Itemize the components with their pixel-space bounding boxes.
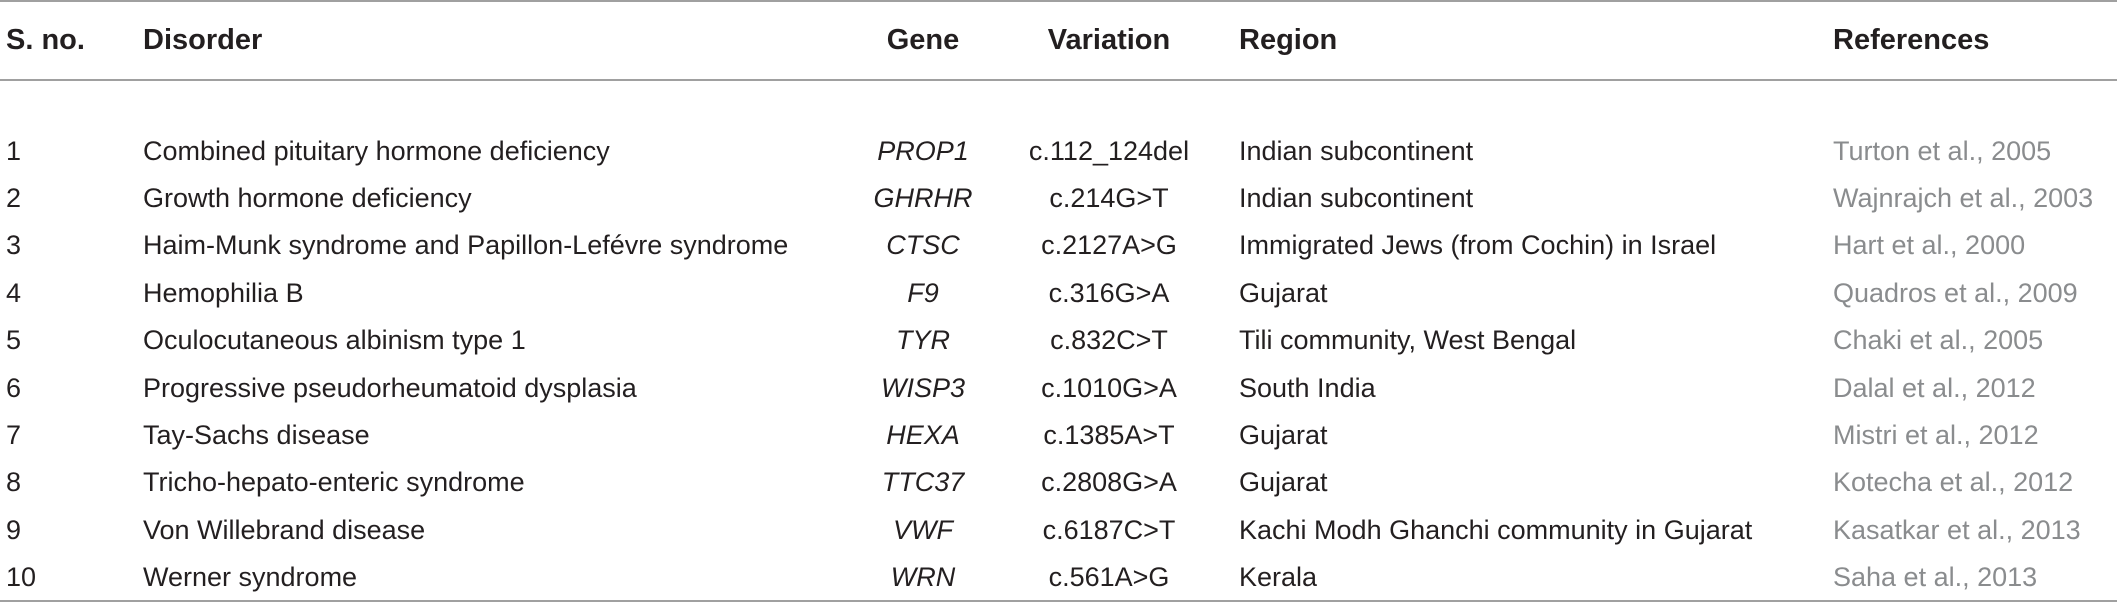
cell-gene: VWF	[893, 514, 953, 545]
cell-variation: c.1385A>T	[1043, 419, 1175, 450]
cell-region: Indian subcontinent	[1239, 182, 1474, 213]
cell-reference-link[interactable]: Kotecha et al., 2012	[1833, 467, 2074, 498]
table-row: 5 Oculocutaneous albinism type 1 TYR c.8…	[0, 317, 2117, 364]
table-row: 1 Combined pituitary hormone deficiency …	[0, 127, 2117, 174]
cell-reference-link[interactable]: Wajnrajch et al., 2003	[1833, 182, 2094, 213]
cell-variation: c.832C>T	[1050, 325, 1168, 356]
cell-reference-link[interactable]: Saha et al., 2013	[1833, 553, 2117, 602]
cell-reference-link[interactable]: Hart et al., 2000	[1833, 230, 2026, 261]
cell-disorder: Combined pituitary hormone deficiency	[143, 135, 610, 166]
table-row: 4 Hemophilia B F9 c.316G>A Gujarat Quadr…	[0, 270, 2117, 317]
cell-variation: c.2808G>A	[1041, 467, 1177, 498]
cell-variation: c.214G>T	[1049, 182, 1169, 213]
cell-gene: TYR	[896, 325, 950, 356]
table-row: 2 Growth hormone deficiency GHRHR c.214G…	[0, 175, 2117, 222]
cell-reference-link[interactable]: Turton et al., 2005	[1833, 135, 2052, 166]
table-row: 10 Werner syndrome WRN c.561A>G Kerala S…	[0, 553, 2117, 602]
table-row: 9 Von Willebrand disease VWF c.6187C>T K…	[0, 507, 2117, 554]
cell-disorder: Von Willebrand disease	[143, 514, 426, 545]
cell-variation: c.561A>G	[1003, 553, 1215, 602]
cell-disorder: Werner syndrome	[143, 553, 843, 602]
cell-disorder: Growth hormone deficiency	[143, 182, 472, 213]
cell-reference-link[interactable]: Chaki et al., 2005	[1833, 325, 2044, 356]
cell-sno: 7	[6, 419, 22, 450]
cell-reference-link[interactable]: Dalal et al., 2012	[1833, 372, 2036, 403]
cell-gene: WISP3	[880, 372, 966, 403]
cell-gene: WRN	[843, 553, 1003, 602]
header-row: S. no. Disorder Gene Variation Region Re…	[0, 0, 2117, 81]
cell-region: Indian subcontinent	[1239, 135, 1474, 166]
header-variation: Variation	[1003, 0, 1215, 81]
cell-region: Tili community, West Bengal	[1239, 325, 1577, 356]
cell-sno: 4	[6, 277, 22, 308]
cell-variation: c.2127A>G	[1041, 230, 1177, 261]
cell-sno: 6	[6, 372, 22, 403]
spacer-row	[0, 80, 2117, 127]
table-body: 1 Combined pituitary hormone deficiency …	[0, 80, 2117, 602]
cell-reference-link[interactable]: Mistri et al., 2012	[1833, 419, 2039, 450]
cell-variation: c.1010G>A	[1041, 372, 1177, 403]
spacer-cell	[0, 80, 2117, 127]
header-region: Region	[1215, 0, 1833, 81]
cell-gene: GHRHR	[873, 182, 973, 213]
cell-disorder: Oculocutaneous albinism type 1	[143, 325, 526, 356]
cell-disorder: Tricho-hepato-enteric syndrome	[143, 467, 525, 498]
cell-gene: HEXA	[886, 419, 960, 450]
cell-region: Immigrated Jews (from Cochin) in Israel	[1239, 230, 1717, 261]
cell-region: Gujarat	[1239, 277, 1328, 308]
cell-disorder: Progressive pseudorheumatoid dysplasia	[143, 372, 637, 403]
cell-variation: c.112_124del	[1028, 135, 1190, 166]
cell-sno: 1	[6, 135, 22, 166]
cell-disorder: Hemophilia B	[143, 277, 304, 308]
table-row: 8 Tricho-hepato-enteric syndrome TTC37 c…	[0, 459, 2117, 506]
cell-region: Kerala	[1215, 553, 1833, 602]
header-sno: S. no.	[0, 0, 143, 81]
cell-disorder: Tay-Sachs disease	[143, 419, 370, 450]
cell-gene: CTSC	[886, 230, 960, 261]
cell-sno: 10	[0, 553, 143, 602]
cell-gene: F9	[907, 277, 939, 308]
cell-reference-link[interactable]: Kasatkar et al., 2013	[1833, 514, 2081, 545]
header-disorder: Disorder	[143, 0, 843, 81]
cell-region: South India	[1239, 372, 1376, 403]
table-header: S. no. Disorder Gene Variation Region Re…	[0, 0, 2117, 81]
header-gene: Gene	[843, 0, 1003, 81]
cell-gene: TTC37	[881, 467, 965, 498]
cell-variation: c.316G>A	[1048, 277, 1170, 308]
cell-region: Kachi Modh Ghanchi community in Gujarat	[1239, 514, 1753, 545]
table-row: 7 Tay-Sachs disease HEXA c.1385A>T Gujar…	[0, 412, 2117, 459]
cell-region: Gujarat	[1239, 467, 1328, 498]
cell-sno: 9	[6, 514, 22, 545]
cell-reference-link[interactable]: Quadros et al., 2009	[1833, 277, 2078, 308]
cell-gene: PROP1	[877, 135, 969, 166]
table-row: 6 Progressive pseudorheumatoid dysplasia…	[0, 364, 2117, 411]
table-row: 3 Haim-Munk syndrome and Papillon-Lefévr…	[0, 222, 2117, 269]
cell-variation: c.6187C>T	[1042, 514, 1176, 545]
header-references: References	[1833, 0, 2117, 81]
cell-sno: 8	[6, 467, 22, 498]
cell-disorder: Haim-Munk syndrome and Papillon-Lefévre …	[143, 230, 789, 261]
cell-sno: 3	[6, 230, 22, 261]
cell-sno: 2	[6, 182, 22, 213]
cell-region: Gujarat	[1239, 419, 1328, 450]
cell-sno: 5	[6, 325, 22, 356]
